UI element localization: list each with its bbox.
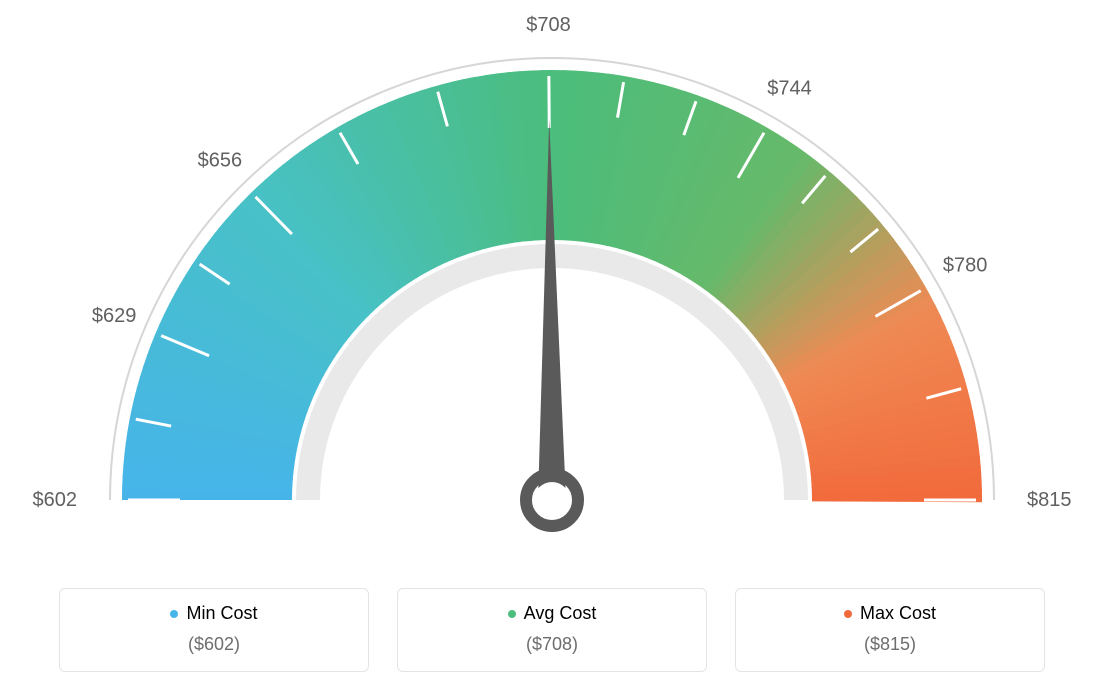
- tick-label: $602: [33, 489, 78, 511]
- legend-row: Min Cost ($602) Avg Cost ($708) Max Cost…: [0, 588, 1104, 672]
- legend-value-avg: ($708): [408, 634, 696, 655]
- tick-label: $708: [526, 14, 571, 36]
- legend-title-max: Max Cost: [844, 603, 936, 624]
- legend-value-min: ($602): [70, 634, 358, 655]
- legend-card-avg: Avg Cost ($708): [397, 588, 707, 672]
- legend-label-avg: Avg Cost: [524, 603, 597, 624]
- legend-card-max: Max Cost ($815): [735, 588, 1045, 672]
- tick-label: $744: [767, 78, 812, 100]
- gauge-svg: $602 $629 $656 $708 $744 $780 $815: [0, 0, 1104, 560]
- tick-label: $780: [943, 255, 988, 277]
- tick-label: $815: [1027, 489, 1072, 511]
- tick-label: $629: [92, 305, 137, 327]
- legend-dot-max: [844, 610, 852, 618]
- legend-label-max: Max Cost: [860, 603, 936, 624]
- legend-title-min: Min Cost: [170, 603, 257, 624]
- legend-dot-avg: [508, 610, 516, 618]
- legend-value-max: ($815): [746, 634, 1034, 655]
- legend-label-min: Min Cost: [186, 603, 257, 624]
- legend-dot-min: [170, 610, 178, 618]
- legend-title-avg: Avg Cost: [508, 603, 597, 624]
- tick-label: $656: [198, 149, 243, 171]
- gauge-chart: $602 $629 $656 $708 $744 $780 $815: [0, 0, 1104, 560]
- legend-card-min: Min Cost ($602): [59, 588, 369, 672]
